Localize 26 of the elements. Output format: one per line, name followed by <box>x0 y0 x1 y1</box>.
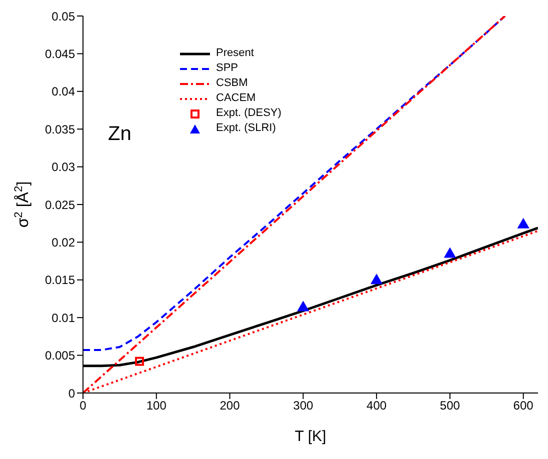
x-tick-label: 200 <box>220 398 240 413</box>
y-tick-label: 0.005 <box>44 348 76 363</box>
y-tick-label: 0.04 <box>52 84 76 99</box>
annotation: Zn <box>108 123 132 146</box>
y-tick-label: 0.01 <box>52 310 76 325</box>
legend-label: Expt. (SLRI) <box>216 121 276 136</box>
legend-label: Expt. (DESY) <box>216 106 282 121</box>
y-tick-label: 0.05 <box>52 9 76 24</box>
x-tick-label: 600 <box>513 398 534 413</box>
x-tick-label: 400 <box>366 398 387 413</box>
legend-label: CSBM <box>216 76 248 91</box>
x-tick-label: 0 <box>80 398 87 413</box>
y-tick-label: 0.02 <box>52 235 76 250</box>
y-tick-label: 0 <box>68 386 76 400</box>
legend-label: CACEM <box>216 91 256 106</box>
y-tick-label: 0.025 <box>44 198 76 212</box>
y-tick-label: 0.03 <box>52 160 76 174</box>
x-tick-label: 100 <box>146 398 167 413</box>
y-tick-label: 0.035 <box>44 122 76 136</box>
legend-label: Present <box>216 46 254 61</box>
x-tick-label: 300 <box>293 398 314 413</box>
x-tick-label: 500 <box>440 398 460 413</box>
x-axis-title: T [K] <box>294 428 326 445</box>
legend-label: SPP <box>216 61 238 76</box>
y-tick-label: 0.045 <box>44 46 76 61</box>
y-tick-label: 0.015 <box>44 273 76 288</box>
